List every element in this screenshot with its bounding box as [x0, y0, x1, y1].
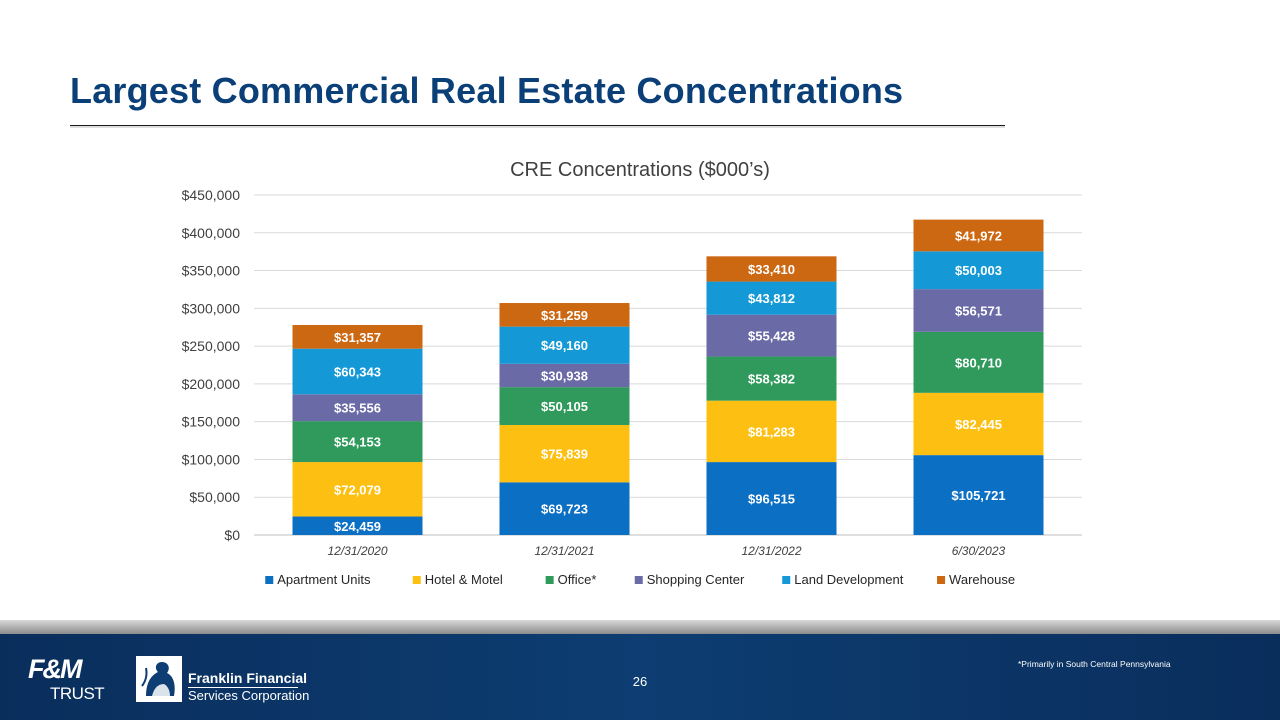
data-label: $80,710 — [955, 355, 1002, 370]
data-label: $49,160 — [541, 338, 588, 353]
data-label: $105,721 — [951, 488, 1005, 503]
footnote: *Primarily in South Central Pennsylvania — [1018, 659, 1171, 669]
data-label: $58,382 — [748, 372, 795, 387]
y-tick-label: $200,000 — [182, 376, 241, 392]
y-tick-label: $300,000 — [182, 300, 241, 316]
x-axis-ticks: 12/31/2020 12/31/2021 12/31/2022 6/30/2023 — [327, 544, 1005, 558]
bar-segment — [913, 251, 1044, 290]
ffs-name-line1: Franklin Financial — [188, 670, 308, 686]
legend-swatch — [634, 576, 643, 584]
fm-logo-bottom: TRUST — [50, 684, 105, 703]
ffs-divider — [188, 687, 298, 688]
bar-segment — [913, 219, 1044, 252]
title-underline-shadow — [70, 126, 1005, 128]
legend-label: Office* — [558, 572, 597, 587]
chart-title: CRE Concentrations ($000’s) — [510, 159, 770, 181]
data-label: $31,259 — [541, 308, 588, 323]
x-tick-label: 12/31/2022 — [741, 544, 801, 558]
data-label: $41,972 — [955, 228, 1002, 243]
y-axis-ticks: $0 $50,000 $100,000 $150,000 $200,000 $250,00… — [182, 187, 241, 543]
data-label: $75,839 — [541, 447, 588, 462]
y-tick-label: $350,000 — [182, 263, 241, 279]
bar-segment — [292, 348, 423, 395]
legend-label: Shopping Center — [647, 572, 745, 587]
x-tick-label: 12/31/2020 — [327, 544, 387, 558]
bar-segment — [706, 400, 837, 463]
stacked-bars — [292, 219, 1044, 535]
y-tick-label: $400,000 — [182, 225, 241, 241]
franklin-portrait-icon — [136, 656, 182, 702]
bar-segment — [706, 281, 837, 315]
data-label: $81,283 — [748, 424, 795, 439]
footer-gradient-band — [0, 620, 1280, 634]
legend-swatch — [782, 576, 791, 584]
data-label: $30,938 — [541, 368, 588, 383]
legend-swatch — [265, 576, 274, 584]
data-label: $60,343 — [334, 364, 381, 379]
bar-segment — [499, 425, 630, 483]
legend: Apartment Units Hotel & Motel Office* Shopp… — [265, 572, 1015, 587]
data-label: $54,153 — [334, 435, 381, 450]
title-underline — [70, 125, 1005, 126]
bar-segment — [913, 455, 1044, 535]
fm-trust-logo: F&M TRUST — [28, 654, 110, 704]
cre-concentrations-chart: CRE Concentrations ($000’s) $0 $50,000 $10… — [182, 159, 1082, 587]
data-label: $50,105 — [541, 399, 588, 414]
y-tick-label: $100,000 — [182, 451, 241, 467]
bar-segment — [913, 289, 1044, 332]
y-tick-label: $0 — [224, 527, 240, 543]
bar-segment — [292, 516, 423, 535]
y-tick-label: $450,000 — [182, 187, 241, 203]
data-label: $69,723 — [541, 502, 588, 517]
bar-segment — [292, 394, 423, 422]
y-tick-label: $250,000 — [182, 338, 241, 354]
data-label: $35,556 — [334, 401, 381, 416]
data-label: $33,410 — [748, 262, 795, 277]
bar-segment — [499, 303, 630, 327]
legend-label: Apartment Units — [277, 572, 371, 587]
footer-bar: F&M TRUST Franklin Financial Services Co… — [0, 634, 1280, 720]
legend-label: Land Development — [794, 572, 904, 587]
bar-segment — [706, 462, 837, 535]
data-label: $82,445 — [955, 417, 1002, 432]
ffs-name-line2: Services Corporation — [188, 688, 310, 703]
legend-swatch — [545, 576, 554, 584]
legend-swatch — [412, 576, 421, 584]
bar-segment — [913, 392, 1044, 456]
x-tick-label: 6/30/2023 — [952, 544, 1006, 558]
data-label: $56,571 — [955, 303, 1002, 318]
bar-segment — [292, 462, 423, 517]
bar-segment — [706, 356, 837, 401]
legend-label: Warehouse — [949, 572, 1015, 587]
bar-segment — [499, 326, 630, 364]
page-number: 26 — [632, 674, 648, 689]
data-label: $50,003 — [955, 263, 1002, 278]
bar-segment — [706, 314, 837, 357]
y-tick-label: $50,000 — [189, 489, 240, 505]
data-label: $31,357 — [334, 330, 381, 345]
data-label: $55,428 — [748, 329, 795, 344]
fm-logo-top: F&M — [28, 654, 83, 684]
slide-title: Largest Commercial Real Estate Concentra… — [70, 70, 904, 111]
bar-segment — [499, 363, 630, 388]
data-label: $96,515 — [748, 492, 795, 507]
x-tick-label: 12/31/2021 — [534, 544, 594, 558]
data-label: $72,079 — [334, 482, 381, 497]
legend-label: Hotel & Motel — [425, 572, 503, 587]
legend-swatch — [937, 576, 946, 584]
data-label: $24,459 — [334, 519, 381, 534]
bar-segment — [706, 256, 837, 282]
bar-segment — [499, 387, 630, 426]
data-labels: $24,459 $72,079 $54,153 $35,556 $60,343 $31,3… — [334, 228, 1006, 533]
bar-segment — [499, 482, 630, 535]
bar-segment — [292, 324, 423, 349]
bar-segment — [913, 331, 1044, 393]
data-label: $43,812 — [748, 291, 795, 306]
y-tick-label: $150,000 — [182, 414, 241, 430]
bar-segment — [292, 421, 423, 463]
